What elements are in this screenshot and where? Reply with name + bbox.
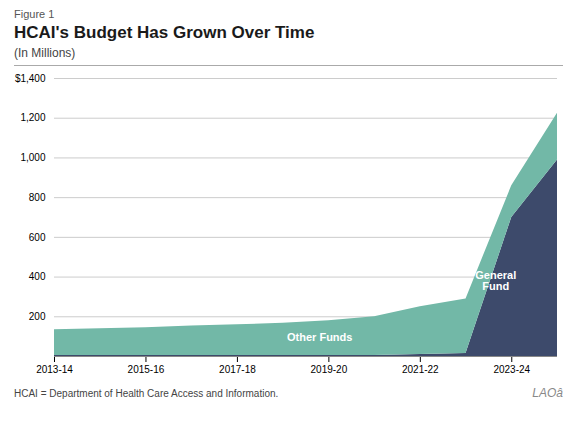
svg-text:200: 200 xyxy=(29,311,46,322)
svg-text:2023-24: 2023-24 xyxy=(493,364,530,375)
html-text:HCAI's Budget Has Grown Over T: HCAI's Budget Has Grown Over Time xyxy=(14,23,315,42)
svg-text:2021-22: 2021-22 xyxy=(402,364,439,375)
html-text:(In Millions): (In Millions) xyxy=(14,46,76,60)
svg-text:GeneralFund: GeneralFund xyxy=(475,269,516,292)
svg-text:1,000: 1,000 xyxy=(20,152,45,163)
svg-text:800: 800 xyxy=(29,192,46,203)
svg-text:400: 400 xyxy=(29,271,46,282)
svg-text:1,200: 1,200 xyxy=(20,112,45,123)
html-text:Figure 1: Figure 1 xyxy=(14,8,55,20)
svg-text:$1,400: $1,400 xyxy=(15,73,46,84)
html-text:HCAI = Department of Health Ca: HCAI = Department of Health Care Access … xyxy=(14,387,279,399)
svg-text:600: 600 xyxy=(29,232,46,243)
svg-text:2015-16: 2015-16 xyxy=(128,364,165,375)
html-text:LAOâ: LAOâ xyxy=(532,386,563,400)
svg-text:2013-14: 2013-14 xyxy=(36,364,73,375)
svg-text:2017-18: 2017-18 xyxy=(219,364,256,375)
svg-text:2019-20: 2019-20 xyxy=(311,364,348,375)
svg-text:Other Funds: Other Funds xyxy=(287,331,352,343)
